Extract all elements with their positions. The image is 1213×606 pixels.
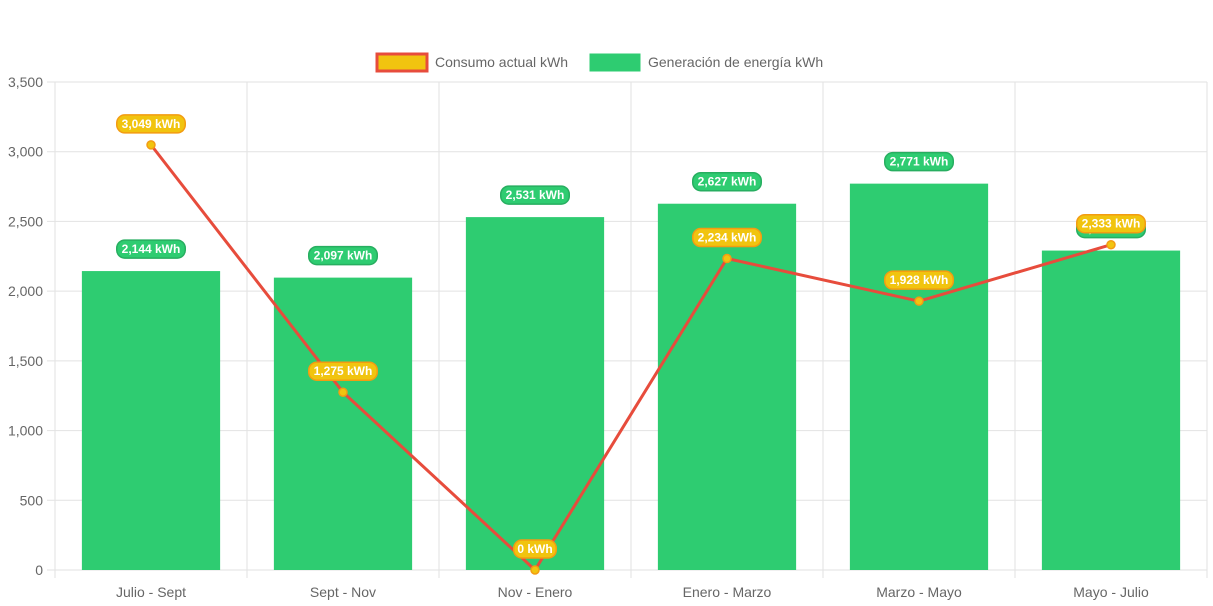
line-data-label-bg [692, 227, 762, 248]
bar-data-label: 2,144 kWh [116, 239, 186, 259]
y-tick-label: 1,000 [8, 423, 43, 439]
legend-item-generacion[interactable]: Generación de energía kWh [589, 53, 823, 72]
bar-data-label-bg [308, 245, 378, 266]
bar-data-label: 2,531 kWh [500, 185, 570, 205]
bar-data-label-text: 2,771 kWh [890, 155, 949, 169]
bar-data-label: 2,627 kWh [692, 171, 762, 192]
line-consumo [149, 143, 1112, 572]
line-data-label-text: 2,234 kWh [698, 231, 757, 245]
y-tick-label: 0 [35, 562, 43, 578]
point-consumo [914, 296, 924, 306]
x-tick-label: Julio - Sept [116, 584, 186, 600]
y-tick-label: 2,500 [8, 213, 43, 229]
axes: 0 500 1,000 1,500 2,000 2,500 3,000 3,500 Julio … [8, 74, 1149, 600]
legend: Consumo actual kWh Generación de energía… [375, 52, 823, 73]
legend-item-consumo[interactable]: Consumo actual kWh [375, 52, 568, 73]
y-tick-label: 3,000 [8, 144, 43, 160]
bar-data-label-text: 2,627 kWh [698, 175, 757, 189]
y-tick-label: 1,500 [8, 353, 43, 369]
legend-label-generacion: Generación de energía kWh [648, 54, 823, 70]
bar-data-label: 2,097 kWh [308, 245, 378, 266]
legend-swatch-generacion [589, 53, 641, 72]
point-consumo [338, 387, 348, 397]
bar-data-label-text: 2,144 kWh [122, 242, 181, 256]
bar-data-label-bg [116, 239, 186, 259]
line-data-label: 2,333 kWh [1076, 213, 1146, 234]
bar-generacion [465, 217, 605, 570]
bar-generacion [81, 271, 221, 570]
y-tick-label: 500 [20, 492, 44, 508]
data-labels: 2,144 kWh 2,097 kWh 2,531 kWh 2,627 kWh 2,77… [116, 114, 1146, 559]
line-data-label: 2,234 kWh [692, 227, 762, 248]
bar-generacion [1041, 250, 1181, 570]
line-data-label: 1,275 kWh [308, 361, 378, 381]
bars [81, 183, 1181, 571]
bar-data-label-bg [500, 185, 570, 205]
x-tick-label: Sept - Nov [310, 584, 376, 600]
x-tick-label: Mayo - Julio [1073, 584, 1149, 600]
line-data-label-text: 2,333 kWh [1082, 217, 1141, 231]
line-data-label-text: 3,049 kWh [122, 117, 181, 131]
y-tick-label: 3,500 [8, 74, 43, 90]
line-data-label-bg [1076, 213, 1146, 234]
y-tick-label: 2,000 [8, 283, 43, 299]
point-consumo [146, 140, 156, 150]
bar-generacion [273, 277, 413, 570]
grid [47, 81, 1208, 578]
point-consumo [722, 253, 732, 264]
legend-swatch-consumo [375, 52, 429, 73]
line-data-label-text: 1,275 kWh [314, 364, 373, 378]
line-data-label-text: 1,928 kWh [890, 273, 949, 287]
line-data-label-bg [308, 361, 378, 381]
x-tick-label: Enero - Marzo [683, 584, 772, 600]
line-data-label-bg [884, 270, 954, 290]
bar-data-label: 2,771 kWh [884, 151, 954, 172]
bar-data-label-bg [884, 151, 954, 172]
bar-generacion [657, 203, 797, 571]
bar-generacion [849, 183, 989, 570]
line-data-label-bg [116, 114, 186, 134]
point-consumo [530, 565, 540, 575]
line-data-label: 1,928 kWh [884, 270, 954, 290]
x-tick-label: Nov - Enero [498, 584, 573, 600]
bar-data-label-text: 2,097 kWh [314, 249, 373, 263]
line-data-label-bg [513, 539, 557, 559]
x-tick-label: Marzo - Mayo [876, 584, 962, 600]
legend-label-consumo: Consumo actual kWh [435, 54, 568, 70]
point-consumo [1106, 239, 1116, 250]
bar-data-label-text: 2,531 kWh [506, 188, 565, 202]
line-data-label: 0 kWh [513, 539, 557, 559]
bar-data-label-bg [692, 171, 762, 192]
line-data-label-text: 0 kWh [517, 542, 552, 556]
line-layer [146, 140, 1116, 575]
line-data-label: 3,049 kWh [116, 114, 186, 134]
